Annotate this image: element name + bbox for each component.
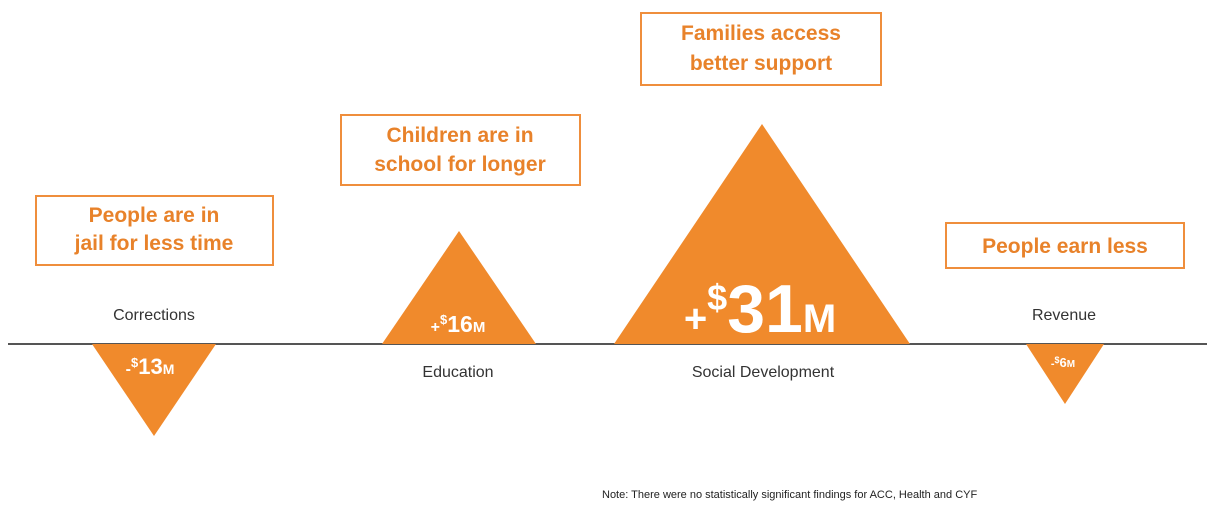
value-label-corrections: -$13M [126, 354, 175, 379]
outcome-text-social-development-line2: better support [690, 52, 832, 75]
value-amount-social-development: 31 [727, 271, 803, 347]
value-triangle-education [382, 231, 536, 344]
value-unit-corrections: M [163, 361, 175, 377]
item-education: Children are in school for longer +$16M … [340, 114, 581, 381]
value-sign-social-development: + [684, 297, 707, 341]
value-amount-education: 16 [447, 311, 473, 337]
value-label-social-development: +$31M [684, 271, 836, 347]
outcome-text-corrections-line1: People are in [89, 204, 220, 227]
value-triangle-revenue [1026, 344, 1104, 404]
value-amount-corrections: 13 [138, 354, 162, 379]
value-triangle-corrections [92, 344, 216, 436]
item-revenue: People earn less Revenue -$6M [945, 222, 1185, 404]
outcome-text-education-line1: Children are in [386, 124, 533, 147]
area-label-education: Education [422, 364, 493, 381]
item-social-development: Families access better support +$31M Soc… [614, 12, 910, 381]
value-triangle-social-development [614, 124, 910, 344]
value-sign-revenue: - [1051, 358, 1055, 370]
value-label-revenue: -$6M [1051, 355, 1075, 370]
outcome-text-revenue-line1: People earn less [982, 235, 1148, 258]
outcome-box-social-development [640, 12, 882, 86]
value-unit-social-development: M [803, 297, 836, 341]
value-label-education: +$16M [431, 311, 486, 337]
value-currency-education: $ [440, 312, 448, 327]
outcome-box-revenue [945, 222, 1185, 269]
footnote: Note: There were no statistically signif… [602, 489, 977, 501]
value-unit-revenue: M [1067, 359, 1075, 370]
area-label-revenue: Revenue [1032, 307, 1096, 324]
value-currency-corrections: $ [131, 355, 139, 370]
value-currency-revenue: $ [1055, 355, 1060, 365]
value-unit-education: M [473, 319, 486, 336]
value-amount-revenue: 6 [1060, 355, 1067, 370]
outcome-text-education-line2: school for longer [374, 153, 546, 176]
area-label-social-development: Social Development [692, 364, 835, 381]
outcome-box-education [340, 114, 581, 186]
value-currency-social-development: $ [707, 277, 727, 318]
outcome-text-social-development-line1: Families access [681, 22, 841, 45]
item-corrections: People are in jail for less time Correct… [35, 195, 274, 436]
value-sign-corrections: - [126, 361, 131, 378]
value-sign-education: + [431, 319, 440, 336]
outcome-box-corrections [35, 195, 274, 266]
outcome-text-corrections-line2: jail for less time [74, 232, 234, 255]
area-label-corrections: Corrections [113, 307, 195, 324]
